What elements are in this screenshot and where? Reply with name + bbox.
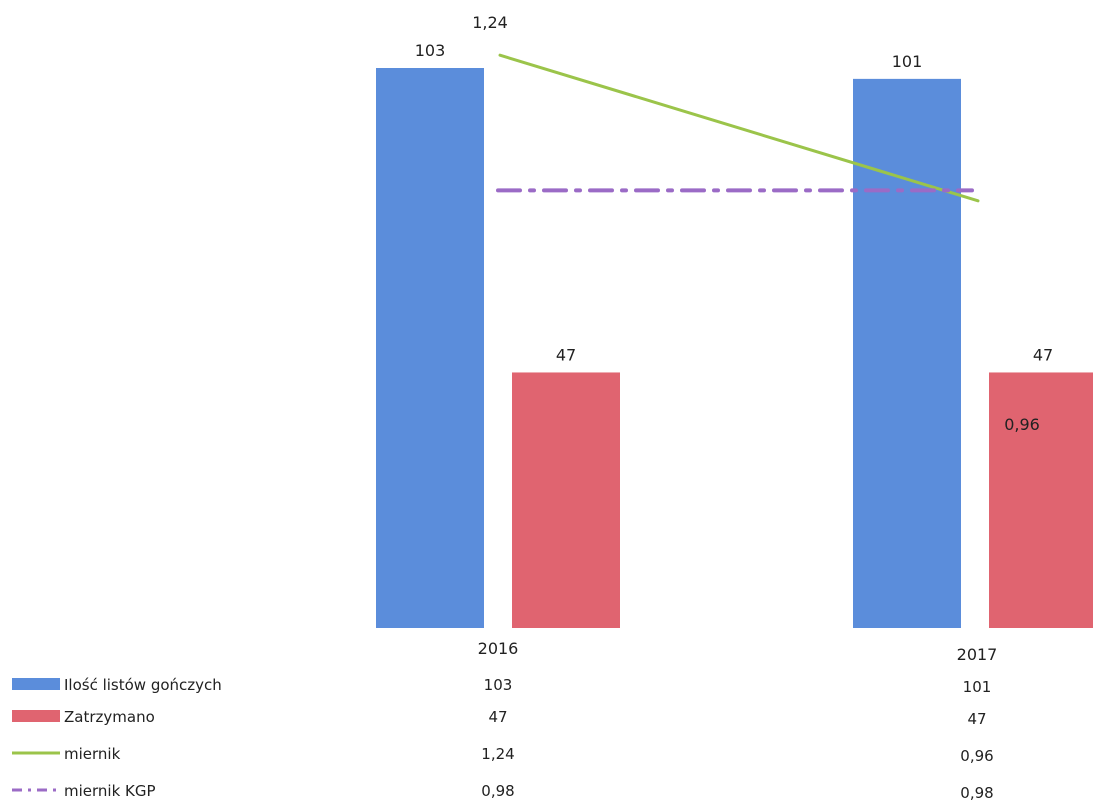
legend-label: miernik <box>64 745 121 763</box>
legend-label: miernik KGP <box>64 782 156 800</box>
bar-value-label: 47 <box>1033 345 1053 364</box>
category-label-2017: 2017 <box>957 645 998 664</box>
data-table-cell: 101 <box>963 678 992 696</box>
bar-value-label: 101 <box>892 52 923 71</box>
line-value-label: 1,24 <box>472 13 508 32</box>
bar-value-label: 47 <box>556 345 576 364</box>
data-table-cell: 1,24 <box>481 745 514 763</box>
legend-key <box>12 710 60 722</box>
data-table-row: miernik 1,24 0,96 <box>12 745 994 765</box>
bars-layer <box>376 68 1093 629</box>
data-table-cell: 0,98 <box>481 782 514 800</box>
data-table-cell: 103 <box>484 676 513 694</box>
data-table-cell: 47 <box>967 710 986 728</box>
line-miernik <box>498 53 980 203</box>
category-label-2016: 2016 <box>478 639 519 658</box>
lines-layer <box>496 53 980 203</box>
data-table-cell: 0,96 <box>960 747 993 765</box>
legend-key <box>12 678 60 690</box>
data-table-row: Ilość listów gończych 103 101 <box>12 676 991 696</box>
data-table: Ilość listów gończych 103 101 Zatrzymano 47 4… <box>12 676 994 802</box>
data-table-row: Zatrzymano 47 47 <box>12 708 987 728</box>
data-table-cell: 47 <box>488 708 507 726</box>
bar-zatrzymano-2017 <box>989 372 1093 628</box>
bar-value-label: 103 <box>415 41 446 60</box>
legend-label: Zatrzymano <box>64 708 155 726</box>
bar-ilo-list-w-go-czych-2016 <box>376 68 484 628</box>
bar-ilo-list-w-go-czych-2017 <box>853 78 961 629</box>
bar-zatrzymano-2016 <box>512 372 620 628</box>
data-table-cell: 0,98 <box>960 784 993 802</box>
line-value-label: 0,96 <box>1004 415 1040 434</box>
labels-layer: 103 101 47 47 1,24 0,96 2016 2017 <box>415 13 1053 664</box>
data-table-row: miernik KGP 0,98 0,98 <box>12 782 994 802</box>
legend-label: Ilość listów gończych <box>64 676 222 694</box>
